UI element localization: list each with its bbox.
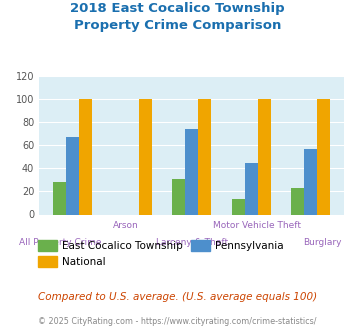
- Text: All Property Crime: All Property Crime: [20, 238, 102, 247]
- Bar: [53, 182, 66, 214]
- Bar: [172, 179, 185, 214]
- Bar: [79, 99, 92, 214]
- Bar: [258, 99, 271, 214]
- Text: Compared to U.S. average. (U.S. average equals 100): Compared to U.S. average. (U.S. average …: [38, 292, 317, 302]
- Bar: [185, 129, 198, 214]
- Text: Motor Vehicle Theft: Motor Vehicle Theft: [213, 221, 301, 230]
- Text: © 2025 CityRating.com - https://www.cityrating.com/crime-statistics/: © 2025 CityRating.com - https://www.city…: [38, 317, 317, 326]
- Bar: [291, 188, 304, 215]
- Bar: [139, 99, 152, 214]
- Legend: East Cocalico Township, National, Pennsylvania: East Cocalico Township, National, Pennsy…: [34, 236, 288, 272]
- Bar: [198, 99, 211, 214]
- Bar: [317, 99, 331, 214]
- Text: Arson: Arson: [113, 221, 139, 230]
- Bar: [245, 163, 258, 214]
- Text: 2018 East Cocalico Township
Property Crime Comparison: 2018 East Cocalico Township Property Cri…: [70, 2, 285, 32]
- Text: Larceny & Theft: Larceny & Theft: [155, 238, 228, 247]
- Bar: [66, 137, 79, 214]
- Bar: [231, 199, 245, 214]
- Bar: [304, 148, 317, 214]
- Text: Burglary: Burglary: [304, 238, 342, 247]
